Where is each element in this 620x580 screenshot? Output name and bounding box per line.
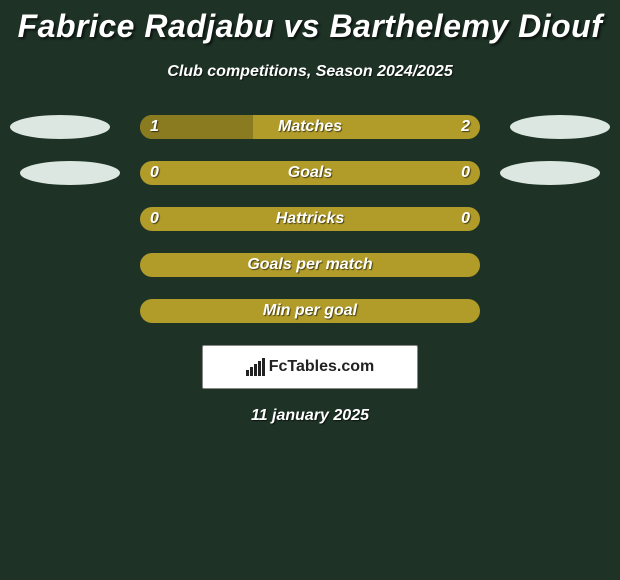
page-title: Fabrice Radjabu vs Barthelemy Diouf bbox=[0, 0, 620, 45]
logo-text: FcTables.com bbox=[269, 358, 375, 376]
stats-comparison-card: Fabrice Radjabu vs Barthelemy Diouf Club… bbox=[0, 0, 620, 580]
player-left-ellipse bbox=[10, 115, 110, 139]
stat-label: Min per goal bbox=[140, 299, 480, 323]
bar-chart-icon bbox=[246, 358, 265, 376]
stat-bar: 0 0Goals bbox=[140, 161, 480, 185]
stat-value-right: 0 bbox=[461, 161, 470, 185]
stat-bar: Min per goal bbox=[140, 299, 480, 323]
stat-bar: 0 0Hattricks bbox=[140, 207, 480, 231]
stat-label: Goals per match bbox=[140, 253, 480, 277]
stat-row: 0 0Goals bbox=[0, 161, 620, 185]
stat-row: Goals per match bbox=[0, 253, 620, 277]
stat-bar-fill-left bbox=[140, 115, 253, 139]
stat-bar: 12Matches bbox=[140, 115, 480, 139]
stat-value-left: 0 bbox=[150, 161, 159, 185]
player-left-ellipse bbox=[20, 161, 120, 185]
stat-value-left: 0 bbox=[150, 207, 159, 231]
stat-label: Hattricks bbox=[140, 207, 480, 231]
stat-value-right: 2 bbox=[461, 115, 470, 139]
player-right-ellipse bbox=[500, 161, 600, 185]
stat-bars-container: 12Matches00Goals00HattricksGoals per mat… bbox=[0, 115, 620, 323]
page-subtitle: Club competitions, Season 2024/2025 bbox=[0, 63, 620, 81]
stat-row: 12Matches bbox=[0, 115, 620, 139]
footer-date: 11 january 2025 bbox=[0, 407, 620, 425]
stat-label: Goals bbox=[140, 161, 480, 185]
stat-row: 0 0Hattricks bbox=[0, 207, 620, 231]
logo-badge: FcTables.com bbox=[202, 345, 418, 389]
stat-bar: Goals per match bbox=[140, 253, 480, 277]
player-right-ellipse bbox=[510, 115, 610, 139]
stat-value-right: 0 bbox=[461, 207, 470, 231]
stat-row: Min per goal bbox=[0, 299, 620, 323]
